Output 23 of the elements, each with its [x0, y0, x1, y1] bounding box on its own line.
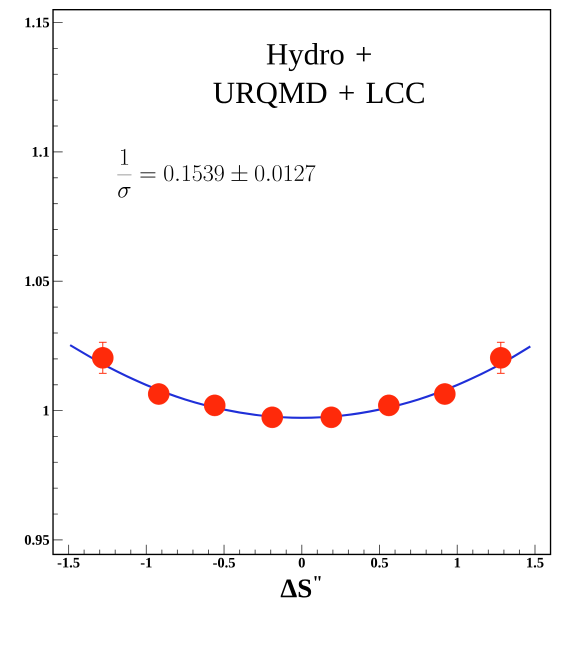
point	[261, 406, 284, 428]
x-tick-label: -1	[140, 558, 152, 568]
point	[434, 383, 456, 405]
annotation: $\frac{1}{\sigma} = 0.1539 \pm 0.0127$	[117, 148, 316, 198]
y-tick-label: 1.15	[25, 18, 50, 28]
y-tick-label: 1	[44, 406, 49, 416]
x-tick-label: 0	[298, 558, 305, 568]
x-axis-title: ΔS$^{"}$	[280, 576, 321, 598]
point	[378, 394, 400, 416]
point	[148, 383, 170, 405]
y-tick-label: 1.1	[32, 147, 49, 157]
annotation: Hydro + URQMD + LCC	[213, 43, 424, 108]
x-tick-label: -0.5	[213, 558, 235, 568]
x-tick-label: -1.5	[58, 558, 80, 568]
point	[92, 347, 114, 369]
x-tick-label: 1	[454, 558, 460, 568]
x-tick-label: 1.5	[527, 558, 544, 568]
y-tick-label: 1.05	[25, 276, 50, 286]
y-tick-label: 0.95	[24, 535, 50, 545]
point	[204, 394, 226, 416]
x-tick-label: 0.5	[371, 558, 388, 568]
point	[490, 347, 512, 369]
point	[320, 406, 342, 428]
